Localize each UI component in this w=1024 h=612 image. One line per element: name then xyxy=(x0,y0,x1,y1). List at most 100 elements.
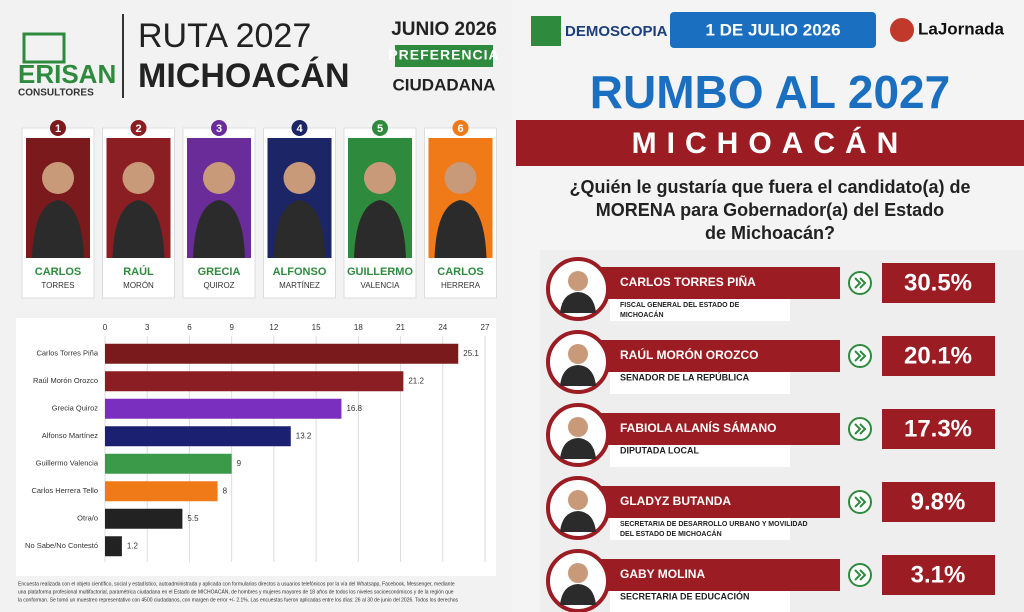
category-label: Otra/o xyxy=(77,514,98,523)
date: JUNIO 2026 xyxy=(391,19,497,40)
x-tick-label: 3 xyxy=(145,323,150,332)
value-label: 21.2 xyxy=(408,376,424,385)
footnote: Encuesta realizada con el objeto científ… xyxy=(18,581,455,587)
card-first: RAÚL xyxy=(123,265,154,278)
subtitle: CIUDADANA xyxy=(393,75,496,94)
bar xyxy=(105,453,232,474)
pct-box xyxy=(882,482,995,522)
row-pct: 20.1% xyxy=(904,342,972,369)
photo-head xyxy=(42,162,74,194)
role-box xyxy=(610,518,790,540)
photo-head xyxy=(568,490,588,510)
value-label: 1.2 xyxy=(127,541,139,550)
x-tick-label: 18 xyxy=(354,323,363,332)
photo-body xyxy=(560,584,596,605)
photo-head xyxy=(203,162,235,194)
bar xyxy=(105,508,183,529)
arrow xyxy=(854,350,867,362)
photo-head xyxy=(568,271,588,291)
footnote: una plataforma profesional multifactoria… xyxy=(18,588,454,595)
row-name: GABY MOLINA xyxy=(620,567,705,581)
pct-box xyxy=(882,555,995,595)
card-last: QUIROZ xyxy=(203,281,234,290)
card-last: TORRES xyxy=(41,281,74,290)
category-label: Alfonso Martínez xyxy=(42,431,99,440)
category-label: Grecia Quiroz xyxy=(52,404,99,413)
paper: LaJornada xyxy=(918,19,1005,38)
row-role: DIPUTADA LOCAL xyxy=(620,445,699,455)
value-label: 9 xyxy=(237,459,242,468)
category-label: No Sabe/No Contestó xyxy=(25,541,98,550)
brand: DEMOSCOPIA xyxy=(565,23,668,40)
row-role: DEL ESTADO DE MICHOACÁN xyxy=(620,529,722,538)
role-box xyxy=(610,591,790,612)
row-role: SENADOR DE LA REPÚBLICA xyxy=(620,371,750,382)
badge-circle xyxy=(211,120,227,136)
category-label: Carlos Torres Piña xyxy=(36,349,98,358)
logo: ERISAN xyxy=(18,59,116,89)
date-bg xyxy=(670,12,876,48)
date: 1 DE JULIO 2026 xyxy=(705,20,840,39)
x-tick-label: 0 xyxy=(103,323,108,332)
card-number: 2 xyxy=(135,123,141,135)
bar xyxy=(105,398,342,419)
x-tick-label: 24 xyxy=(438,323,447,332)
pct-box xyxy=(882,336,995,376)
logo-icon xyxy=(22,32,66,64)
arrow xyxy=(854,423,867,435)
question: MORENA para Gobernador(a) del Estado xyxy=(596,200,944,220)
footnote: la conforman. Se tomó un muestreo repres… xyxy=(18,597,459,603)
question: de Michoacán? xyxy=(705,223,835,243)
photo-head xyxy=(364,162,396,194)
row-name: GLADYZ BUTANDA xyxy=(620,494,731,508)
card-number: 4 xyxy=(296,123,303,135)
bar xyxy=(105,481,218,502)
row-name: CARLOS TORRES PIÑA xyxy=(620,274,756,289)
pct-box xyxy=(882,263,995,303)
paper-icon xyxy=(890,18,914,42)
bar xyxy=(105,371,404,392)
card-first: GRECIA xyxy=(198,266,241,278)
value-label: 25.1 xyxy=(463,349,479,358)
photo-body xyxy=(560,365,596,386)
photo-head xyxy=(568,563,588,583)
photo-body xyxy=(560,292,596,313)
category-label: Raúl Morón Orozco xyxy=(33,376,98,385)
x-tick-label: 6 xyxy=(187,323,192,332)
title-2: MICHOACÁN xyxy=(138,57,350,95)
x-tick-label: 27 xyxy=(481,323,490,332)
photo-body xyxy=(434,200,487,258)
card-first: CARLOS xyxy=(437,266,483,278)
photo-head xyxy=(283,162,316,194)
badge-circle xyxy=(372,120,388,136)
value-label: 16.8 xyxy=(346,404,362,413)
card-number: 6 xyxy=(457,123,463,135)
card-last: MARTÍNEZ xyxy=(279,281,320,290)
badge-circle xyxy=(452,120,469,136)
arrow xyxy=(854,569,867,581)
card-number: 5 xyxy=(377,123,383,135)
title: RUMBO AL 2027 xyxy=(590,66,950,118)
badge-bg xyxy=(395,45,493,67)
row-pct: 17.3% xyxy=(904,415,972,442)
name-bar xyxy=(600,340,840,372)
x-tick-label: 12 xyxy=(269,323,278,332)
photo-head xyxy=(568,417,588,437)
card-first: GUILLERMO xyxy=(347,266,413,278)
row-name: RAÚL MORÓN OROZCO xyxy=(620,347,758,362)
x-tick-label: 21 xyxy=(396,323,405,332)
photo-body xyxy=(354,200,406,258)
category-label: Carlos Herrera Tello xyxy=(31,486,98,495)
x-tick-label: 15 xyxy=(312,323,321,332)
name-bar xyxy=(600,486,840,518)
brand-icon xyxy=(531,16,561,46)
photo-body xyxy=(560,511,596,532)
value-label: 13.2 xyxy=(296,431,312,440)
row-role: MICHOACÁN xyxy=(620,310,664,319)
role-box xyxy=(610,445,790,467)
role-box xyxy=(610,299,790,321)
photo-body xyxy=(112,200,165,258)
photo-body xyxy=(273,200,326,258)
row-pct: 3.1% xyxy=(911,561,966,588)
